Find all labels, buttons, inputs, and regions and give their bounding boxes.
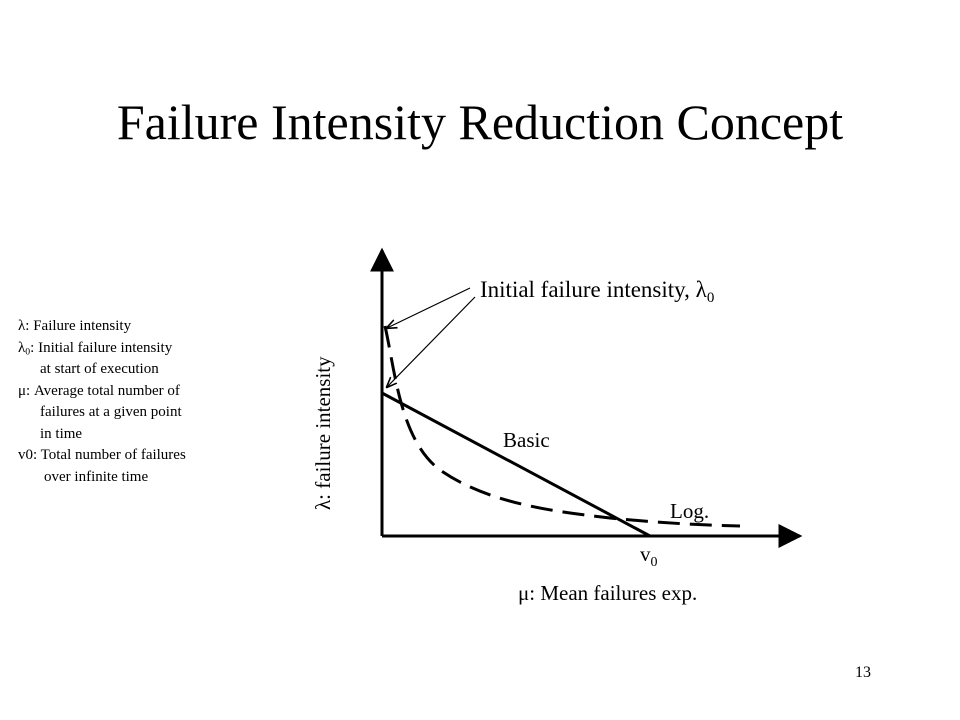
pointer-arrow-log [387, 287, 471, 328]
log-label: Log. [670, 499, 709, 523]
basic-model-line [381, 391, 651, 538]
legend-lambda0-symbol: λ [18, 339, 26, 356]
legend-lambda0: λ0: Initial failure intensity [18, 338, 186, 360]
slide-title: Failure Intensity Reduction Concept [116, 94, 844, 150]
legend-mu: μ: Average total number of [18, 382, 180, 399]
v0-label: v0 [640, 542, 658, 570]
legend-lambda: λ: Failure intensity [18, 318, 132, 334]
legend-v0: v0: Total number of failures [18, 447, 186, 463]
symbol-legend: λ: Failure intensity λ0: Initial failure… [18, 316, 186, 488]
x-axis-label: μ: Mean failures exp. [518, 581, 697, 605]
page-number: 13 [855, 664, 871, 681]
legend-mu-cont1: failures at a given point [40, 404, 182, 420]
legend-mu-cont2: in time [40, 425, 83, 442]
legend-v0-cont: over infinite time [44, 468, 149, 485]
legend-lambda0-sub: 0 [25, 345, 31, 357]
pointer-arrow-basic [387, 296, 476, 387]
legend-lambda0-text: : Initial failure intensity [30, 339, 173, 356]
y-axis-label: λ: failure intensity [311, 356, 335, 510]
log-model-curve [383, 325, 741, 528]
basic-label: Basic [503, 428, 550, 452]
initial-intensity-label: Initial failure intensity, λ0 [480, 277, 714, 306]
legend-lambda0-cont: at start of execution [40, 361, 159, 377]
